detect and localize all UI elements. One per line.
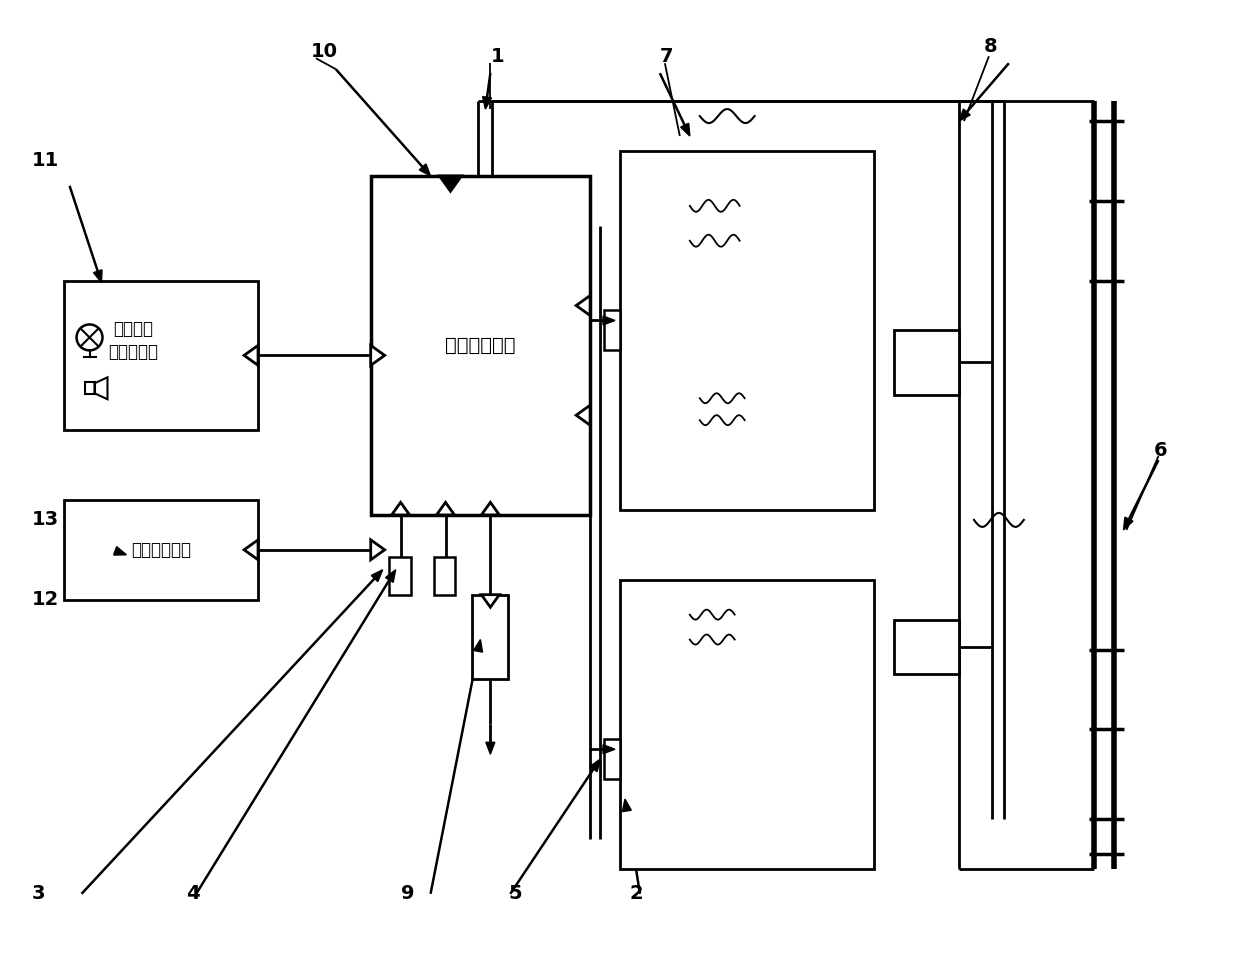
Bar	[472, 594, 508, 680]
Bar	[63, 281, 258, 430]
Polygon shape	[371, 346, 384, 365]
Polygon shape	[577, 406, 590, 425]
FancyArrow shape	[590, 759, 600, 771]
FancyArrow shape	[486, 742, 495, 754]
Bar	[371, 176, 590, 515]
Text: 8: 8	[985, 37, 997, 56]
Polygon shape	[577, 295, 590, 316]
Text: 1: 1	[490, 46, 503, 66]
FancyArrow shape	[603, 316, 615, 325]
FancyArrow shape	[419, 164, 430, 176]
Polygon shape	[244, 540, 258, 560]
Polygon shape	[481, 502, 500, 515]
Text: 5: 5	[508, 885, 522, 903]
FancyArrow shape	[681, 123, 689, 136]
FancyArrow shape	[371, 570, 383, 582]
Polygon shape	[481, 594, 500, 607]
Polygon shape	[244, 346, 258, 365]
Text: 11: 11	[32, 151, 60, 170]
FancyArrow shape	[1123, 517, 1133, 529]
Text: 7: 7	[660, 46, 673, 66]
Bar	[604, 311, 620, 350]
Bar	[434, 557, 455, 594]
Text: 12: 12	[32, 590, 60, 609]
Text: 4: 4	[186, 885, 200, 903]
Polygon shape	[371, 540, 384, 560]
Text: 灭火管理系统: 灭火管理系统	[445, 336, 516, 355]
Text: 9: 9	[401, 885, 414, 903]
FancyArrow shape	[93, 270, 102, 283]
Bar	[388, 557, 410, 594]
Bar	[604, 740, 620, 779]
FancyArrow shape	[603, 744, 615, 754]
FancyArrow shape	[622, 800, 631, 811]
Bar	[63, 499, 258, 599]
FancyArrow shape	[482, 97, 491, 109]
FancyArrow shape	[114, 547, 126, 555]
FancyArrow shape	[386, 570, 396, 583]
Text: 2: 2	[630, 885, 644, 903]
Bar	[620, 151, 874, 510]
Text: 车辆仪表
报警显示屏: 车辆仪表 报警显示屏	[108, 319, 159, 361]
Text: 10: 10	[311, 42, 337, 61]
Polygon shape	[392, 502, 409, 515]
Bar	[620, 580, 874, 869]
Text: 3: 3	[32, 885, 45, 903]
Polygon shape	[439, 176, 461, 192]
Bar	[84, 382, 94, 394]
Text: 6: 6	[1153, 440, 1167, 460]
Polygon shape	[436, 502, 455, 515]
Text: 电池管理系统: 电池管理系统	[131, 541, 191, 559]
Bar	[894, 620, 959, 675]
Text: 13: 13	[32, 510, 58, 529]
FancyArrow shape	[959, 109, 970, 121]
Bar	[894, 330, 959, 395]
FancyArrow shape	[474, 640, 482, 652]
